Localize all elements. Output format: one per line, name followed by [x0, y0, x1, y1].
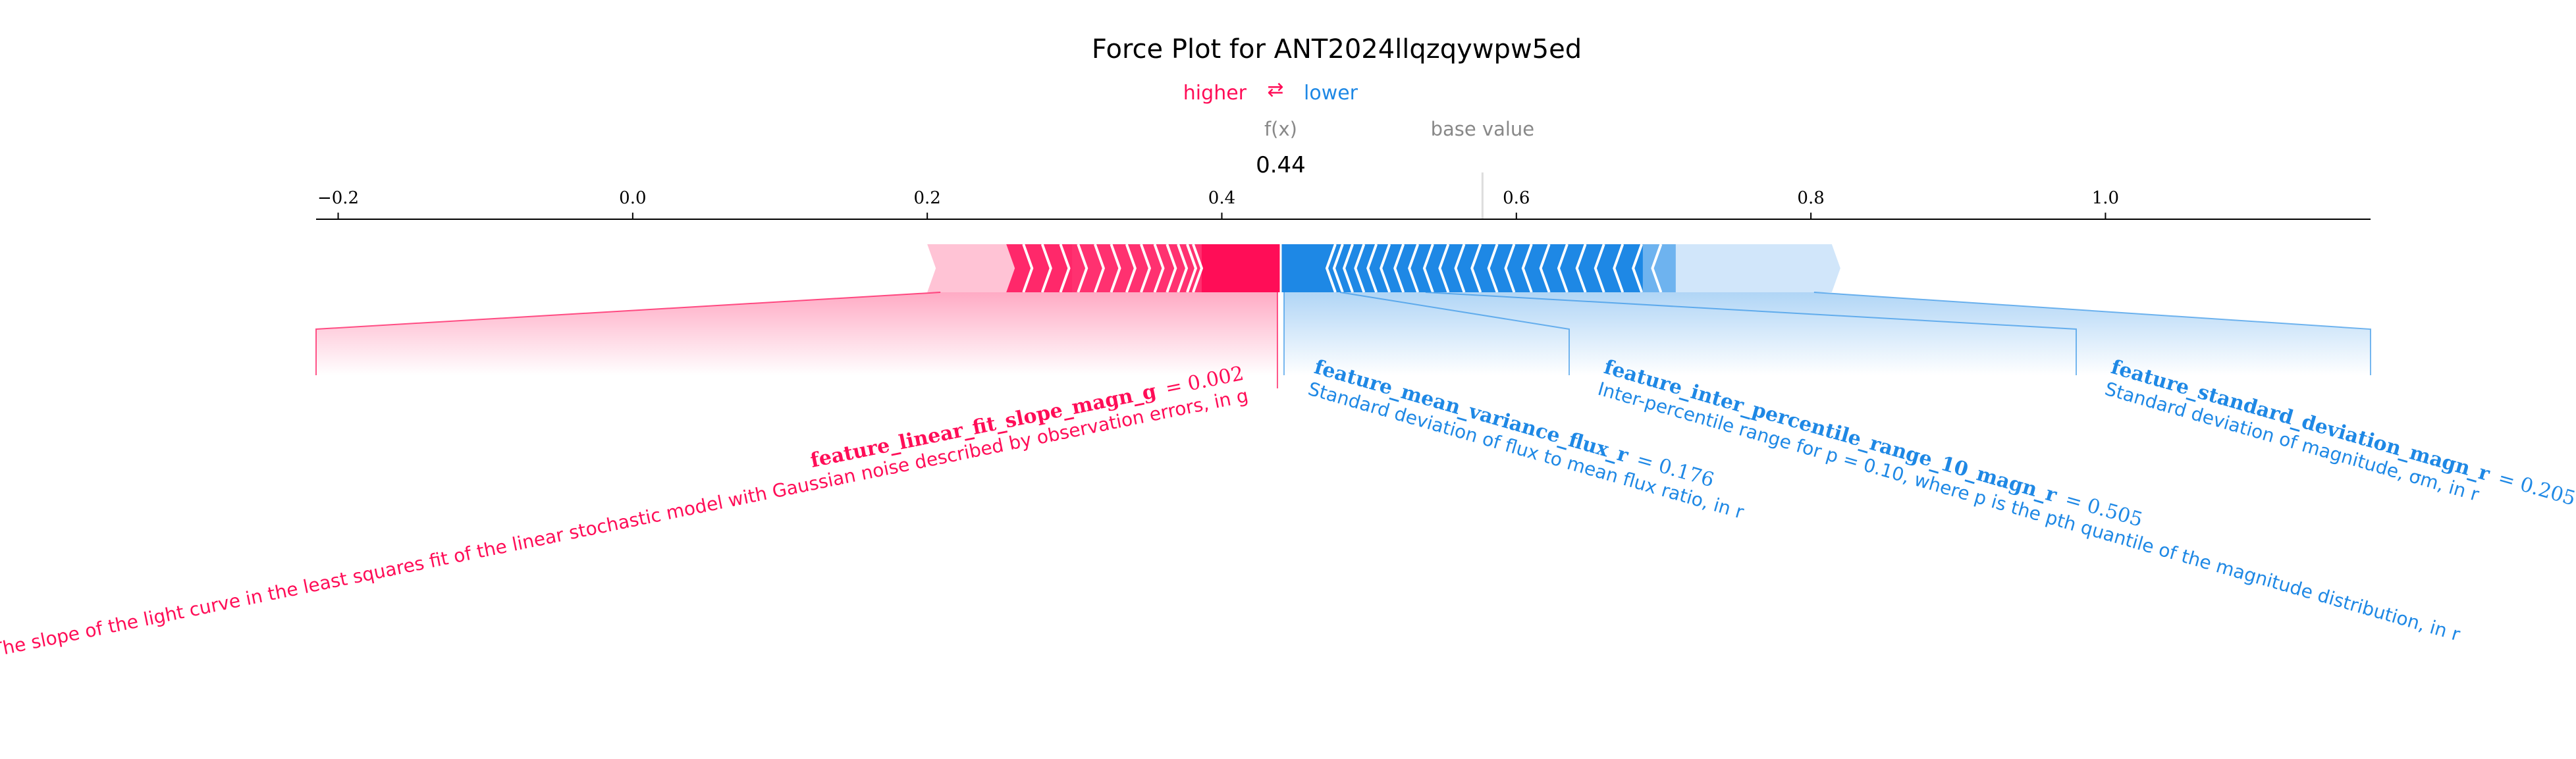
negative-chevron: [1487, 244, 1499, 293]
negative-chevron: [1521, 244, 1533, 293]
negative-chevron: [1651, 244, 1663, 293]
negative-chevron: [1393, 244, 1405, 293]
positive-chevron: [1177, 244, 1189, 293]
positive-chevron: [1059, 244, 1071, 293]
negative-connector: [1813, 292, 2371, 375]
legend-lower: lower: [1304, 82, 1358, 105]
x-tick-label: −0.2: [317, 188, 359, 208]
positive-chevron: [1077, 244, 1088, 293]
negative-bar-core: [1280, 244, 1669, 292]
positive-chevron: [1022, 244, 1034, 293]
feature-description: The slope of the light curve in the leas…: [0, 384, 1250, 662]
negative-chevron: [1575, 244, 1587, 293]
positive-chevron: [1153, 244, 1165, 293]
negative-chevron: [1438, 244, 1450, 293]
force-bars: [927, 244, 1840, 293]
negative-chevron: [1332, 244, 1344, 293]
positive-chevron: [1125, 244, 1137, 293]
positive-fan: [316, 292, 1277, 375]
fx-label: f(x): [1264, 118, 1297, 140]
label-connectors: [315, 292, 2371, 388]
x-tick-label: 0.8: [1797, 188, 1824, 208]
negative-chevron: [1613, 244, 1624, 293]
legend-higher: higher: [1183, 82, 1247, 105]
x-tick-label: 0.6: [1503, 188, 1530, 208]
negative-chevron: [1557, 244, 1569, 293]
negative-chevron: [1470, 244, 1482, 293]
positive-connector: [315, 292, 941, 375]
positive-chevron: [1093, 244, 1105, 293]
negative-chevron: [1354, 244, 1366, 293]
x-tick-label: 0.2: [913, 188, 940, 208]
negative-chevron: [1539, 244, 1551, 293]
negative-chevron: [1408, 244, 1420, 293]
svg-text:feature_standard_deviation_mag: feature_standard_deviation_magn_r = 0.20…: [2108, 355, 2576, 510]
negative-chevron: [1632, 244, 1644, 293]
negative-chevron: [1380, 244, 1391, 293]
positive-chevron: [1140, 244, 1152, 293]
x-axis-ticks: −0.2 0.0 0.2 0.4 0.6 0.8 1.0: [317, 188, 2119, 219]
feature-value: = 0.205: [2496, 467, 2576, 511]
positive-chevron: [1166, 244, 1177, 293]
positive-bar-main: [1201, 244, 1281, 292]
positive-chevron: [1110, 244, 1121, 293]
x-tick-label: 1.0: [2092, 188, 2119, 208]
negative-chevron: [1325, 244, 1337, 293]
feature-label-standard-deviation: feature_standard_deviation_magn_r = 0.20…: [2103, 355, 2576, 510]
legend-arrow-icon: ⇄: [1267, 78, 1283, 101]
base-value-label: base value: [1431, 118, 1535, 140]
negative-chevron: [1594, 244, 1605, 293]
negative-chevron: [1454, 244, 1466, 293]
negative-chevron: [1366, 244, 1378, 293]
negative-chevron: [1342, 244, 1354, 293]
feature-label-linear-fit-slope: feature_linear_fit_slope_magn_g = 0.002 …: [0, 362, 1250, 662]
chart-title: Force Plot for ANT2024llqzqywpw5ed: [1092, 34, 1582, 65]
negative-connector: [1339, 292, 1570, 375]
x-tick-label: 0.0: [619, 188, 646, 208]
positive-chevron: [1192, 244, 1204, 293]
negative-connector: [1425, 292, 2077, 375]
x-tick-label: 0.4: [1208, 188, 1235, 208]
negative-chevron: [1504, 244, 1516, 293]
output-value: 0.44: [1256, 152, 1306, 178]
positive-chevron: [1040, 244, 1052, 293]
negative-chevron: [1422, 244, 1434, 293]
negative-fan: [1283, 292, 2371, 375]
negative-bar-fade: [1642, 244, 1840, 292]
feature-description: Standard deviation of magnitude, σm, in …: [2103, 378, 2482, 506]
positive-chevron: [1186, 244, 1198, 293]
